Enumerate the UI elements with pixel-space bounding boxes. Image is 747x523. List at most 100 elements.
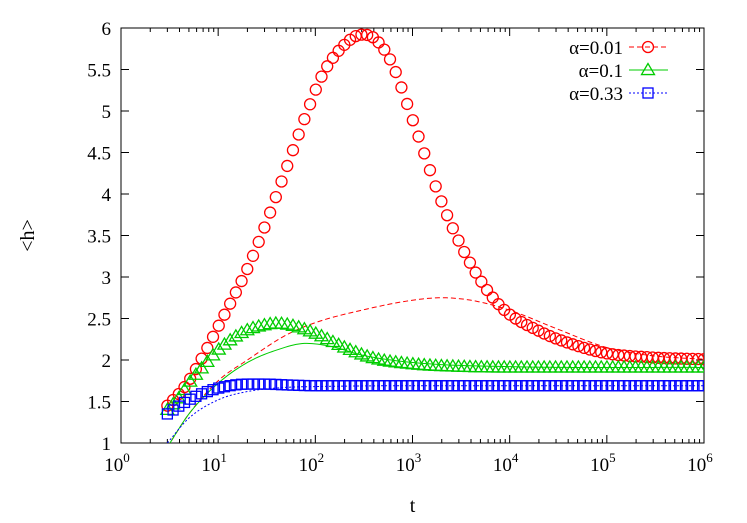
data-point [469, 380, 482, 392]
data-point [241, 378, 253, 390]
data-point [327, 380, 339, 392]
data-point [224, 380, 236, 392]
x-tick-exponent: 0 [123, 450, 130, 465]
x-tick-exponent: 4 [512, 450, 519, 465]
data-point [692, 352, 704, 366]
y-tick-label: 5.5 [87, 61, 111, 82]
data-point [195, 388, 208, 400]
data-point [321, 380, 333, 392]
data-point [313, 328, 330, 342]
data-point [566, 338, 579, 351]
y-axis-label: <h> [17, 219, 39, 252]
x-tick-exponent: 6 [706, 450, 713, 465]
data-point [222, 332, 238, 346]
data-point [509, 380, 522, 392]
data-point [173, 400, 185, 412]
x-tick-exponent: 1 [220, 450, 227, 465]
data-point [384, 380, 396, 392]
data-point [269, 190, 282, 204]
data-point [463, 256, 477, 269]
data-point [458, 245, 471, 259]
data-point [270, 378, 282, 391]
data-point [326, 51, 340, 64]
legend-marker [641, 40, 655, 54]
x-tick-exponent: 3 [415, 450, 422, 465]
data-point [407, 380, 419, 392]
y-tick-label: 4.5 [87, 144, 111, 165]
data-point [178, 380, 191, 394]
data-point [543, 329, 557, 343]
data-point [235, 274, 248, 288]
y-tick-label: 4 [102, 185, 112, 206]
data-point [686, 380, 699, 392]
data-point [555, 334, 568, 347]
legend-marker [640, 62, 656, 76]
data-point [526, 321, 539, 335]
data-point [480, 283, 494, 297]
data-point [595, 346, 608, 359]
data-point [618, 380, 630, 392]
data-point [681, 380, 693, 392]
data-point [332, 380, 345, 392]
data-point [298, 113, 311, 126]
data-point [595, 380, 607, 392]
data-point [475, 275, 488, 288]
legend-label: α=0.33 [569, 84, 623, 105]
data-point [207, 384, 219, 396]
data-point [464, 380, 476, 392]
data-point [697, 353, 704, 366]
data-point [424, 380, 436, 392]
data-point [492, 380, 505, 392]
y-tick-label: 1.5 [87, 393, 111, 414]
y-tick-label: 2.5 [87, 310, 111, 331]
data-point [658, 380, 670, 392]
y-tick-label: 5 [102, 102, 112, 123]
x-tick-base: 10 [396, 455, 415, 476]
data-point [607, 380, 619, 392]
series-2 [159, 315, 704, 443]
x-tick-base: 10 [687, 455, 706, 476]
data-point [589, 344, 602, 358]
legend-label: α=0.01 [569, 38, 623, 59]
data-point [241, 262, 254, 276]
data-point [696, 359, 704, 373]
data-point [188, 366, 204, 380]
data-point [287, 379, 299, 391]
data-point [167, 404, 179, 416]
data-point [216, 336, 233, 350]
data-point [555, 380, 567, 392]
data-point [321, 60, 334, 73]
data-point [400, 97, 414, 111]
data-point [486, 291, 499, 304]
data-point [184, 393, 196, 405]
data-point [251, 318, 267, 332]
data-point [355, 28, 368, 41]
data-point [224, 297, 237, 310]
data-point [201, 385, 213, 398]
data-point [435, 195, 448, 208]
data-point [178, 396, 191, 409]
data-point [401, 380, 413, 392]
data-point [440, 209, 454, 222]
x-tick-label: 101 [201, 450, 227, 476]
x-tick-base: 10 [201, 455, 220, 476]
data-point [263, 206, 277, 219]
x-tick-exponent: 5 [609, 450, 616, 465]
data-point [692, 380, 704, 392]
data-point [281, 379, 293, 391]
data-point [487, 380, 499, 392]
x-tick-base: 10 [590, 455, 609, 476]
data-point [286, 144, 300, 157]
data-point [435, 380, 448, 392]
data-point [624, 380, 636, 392]
data-point [253, 378, 265, 390]
data-point [452, 380, 465, 392]
data-point [589, 380, 602, 392]
x-tick-label: 104 [493, 450, 519, 476]
x-tick-base: 10 [493, 455, 512, 476]
data-point [281, 159, 294, 173]
data-point [578, 380, 590, 392]
data-point [229, 286, 243, 299]
data-point [303, 98, 317, 111]
data-point [635, 380, 647, 392]
